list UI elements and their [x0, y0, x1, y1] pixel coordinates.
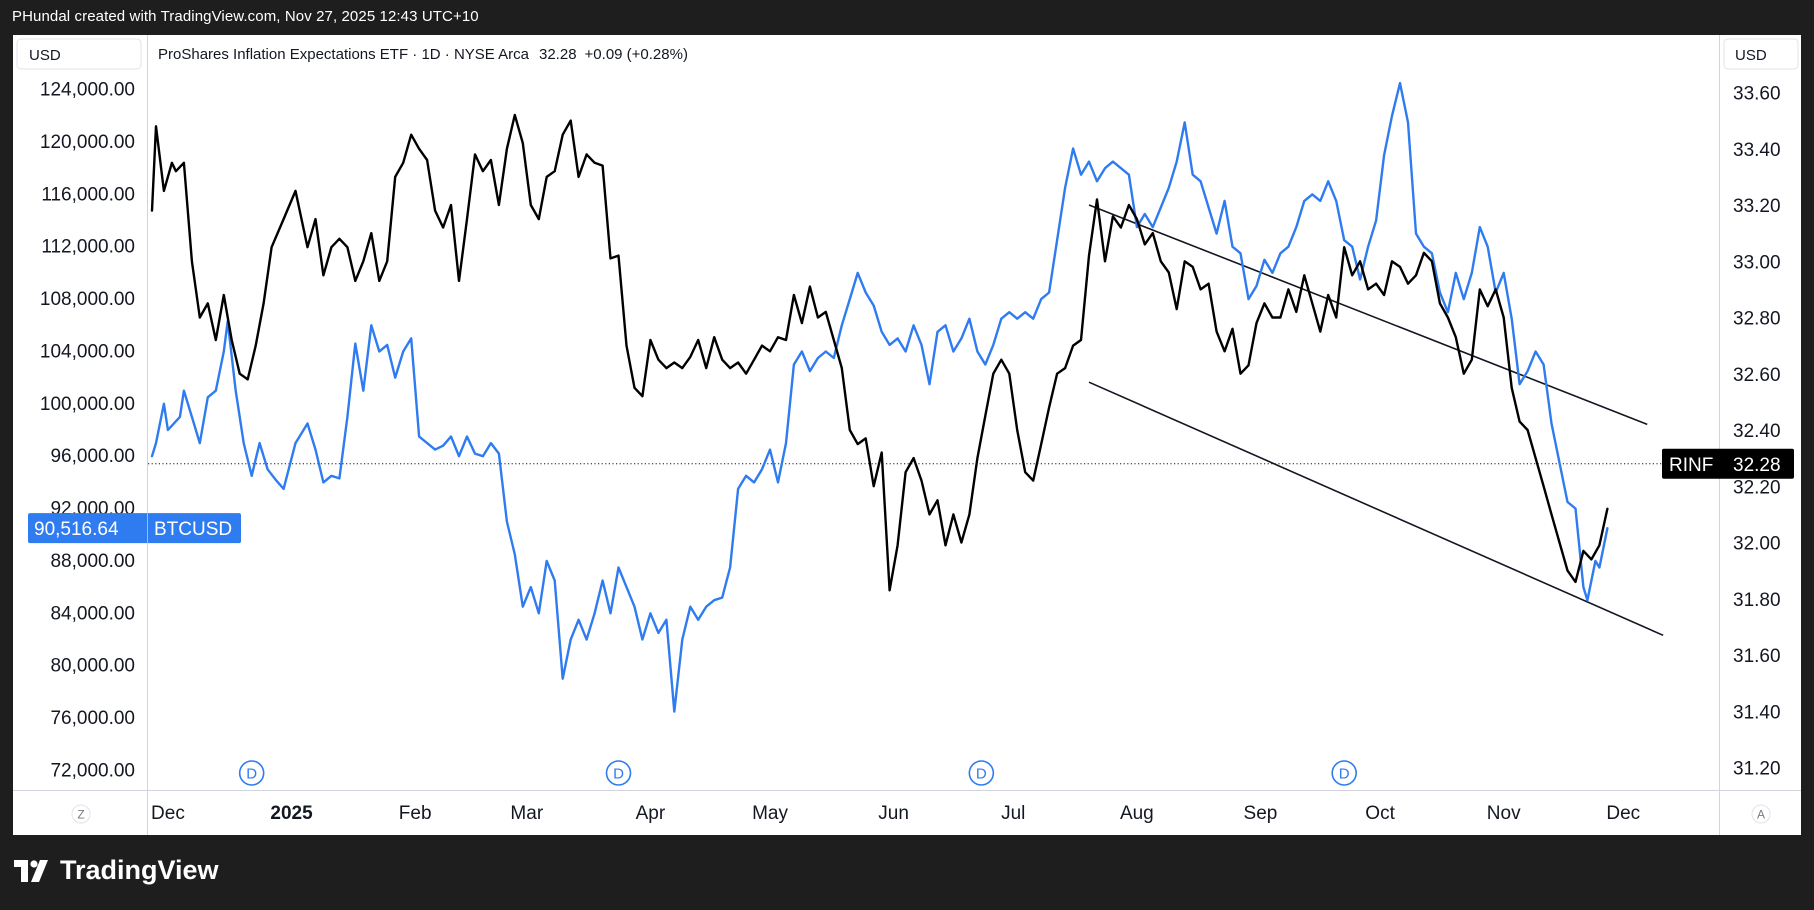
- left-axis-tick: 80,000.00: [50, 656, 135, 677]
- dividend-circle-icon: [605, 760, 632, 786]
- time-axis-tick: Sep: [1244, 803, 1278, 824]
- time-axis-tick: Aug: [1120, 803, 1154, 824]
- auto-scale-button-label: A: [1757, 808, 1765, 822]
- right-axis-tick: 31.40: [1733, 702, 1781, 723]
- btcusd-last-value: 90,516.64: [34, 519, 119, 540]
- plot-hit-area[interactable]: [148, 35, 1719, 790]
- time-axis-tick: Mar: [510, 803, 543, 824]
- tradingview-brand-label: TradingView: [60, 855, 219, 885]
- right-axis-ticks: 31.20 31.40 31.60 31.80 32.00 32.20 32.40 32.60…: [1733, 84, 1781, 780]
- right-axis-tick: 33.60: [1733, 84, 1781, 105]
- left-axis-tick: 112,000.00: [41, 237, 135, 258]
- time-axis-tick: Apr: [636, 803, 666, 824]
- left-axis-tick: 84,000.00: [50, 603, 135, 624]
- auto-scale-button[interactable]: A: [1751, 804, 1771, 824]
- right-axis-tick: 32.80: [1733, 309, 1781, 330]
- left-currency-box[interactable]: USD: [16, 38, 142, 70]
- series-line-btcusd[interactable]: [150, 81, 1609, 713]
- dividend-marker-label: D: [976, 766, 987, 783]
- left-axis-tick: 104,000.00: [40, 341, 135, 362]
- zoom-button-label: Z: [77, 808, 84, 822]
- attribution-text: PHundal created with TradingView.com, No…: [12, 8, 479, 25]
- left-axis-tick: 88,000.00: [50, 551, 135, 572]
- time-axis-tick: Nov: [1487, 803, 1521, 824]
- time-axis-tick: Dec: [151, 803, 185, 824]
- left-axis-tick: 76,000.00: [50, 708, 135, 729]
- zoom-button[interactable]: Z: [71, 804, 91, 824]
- dividend-circle-icon: [238, 760, 265, 786]
- dividend-marker-label: D: [613, 766, 624, 783]
- dividend-marker[interactable]: D: [238, 760, 265, 786]
- left-currency-label: USD: [29, 47, 61, 64]
- left-axis-ticks: 72,000.00 76,000.00 80,000.00 84,000.00 88,0…: [40, 80, 135, 782]
- right-axis-tick: 32.00: [1733, 534, 1781, 555]
- dividend-circle-icon: [1331, 760, 1357, 786]
- right-currency-box[interactable]: USD: [1723, 38, 1799, 70]
- tradingview-logo-icon: [14, 859, 48, 882]
- dividend-marker[interactable]: D: [1331, 760, 1357, 786]
- left-axis-tick: 108,000.00: [40, 289, 135, 310]
- rinf-last-value: 32.28: [1733, 455, 1781, 476]
- left-axis-tick: 124,000.00: [40, 80, 135, 101]
- time-axis-tick: May: [752, 803, 788, 824]
- symbol-title: ProShares Inflation Expectations ETF · 1…: [158, 46, 688, 63]
- channel-trendline-1[interactable]: [1088, 204, 1648, 426]
- dividend-marker-label: D: [246, 766, 257, 783]
- right-axis-tick: 33.40: [1733, 140, 1781, 161]
- time-axis-tick: Feb: [399, 803, 432, 824]
- right-axis-tick: 33.00: [1733, 252, 1781, 273]
- time-axis-ticks: Dec 2025 Feb Mar Apr May Jun Jul Aug Sep Oct Nov Dec: [151, 803, 1640, 824]
- left-axis-tick: 72,000.00: [50, 760, 135, 781]
- channel-trendline-2[interactable]: [1088, 381, 1664, 637]
- plot-area[interactable]: [148, 35, 1719, 790]
- dividend-circle-icon: [968, 760, 995, 786]
- left-axis-tick: 116,000.00: [41, 184, 135, 205]
- right-axis-tick: 31.60: [1733, 646, 1781, 667]
- rinf-series-name: RINF: [1669, 455, 1713, 476]
- right-axis-tick: 31.80: [1733, 590, 1781, 611]
- left-axis-tick: 120,000.00: [40, 132, 135, 153]
- left-axis-tick: 96,000.00: [50, 446, 135, 467]
- right-axis-tick: 32.20: [1733, 477, 1781, 498]
- rinf-price-badge: RINF 32.28: [1662, 448, 1794, 479]
- right-axis-tick: 32.60: [1733, 365, 1781, 386]
- time-axis-tick: Dec: [1606, 803, 1640, 824]
- time-axis-tick: Jun: [878, 803, 909, 824]
- dividend-marker[interactable]: D: [605, 760, 632, 786]
- btcusd-series-name: BTCUSD: [154, 519, 232, 540]
- btcusd-price-badge: 90,516.64 BTCUSD: [28, 513, 241, 544]
- right-currency-label: USD: [1735, 47, 1767, 64]
- right-axis-tick: 33.20: [1733, 196, 1781, 217]
- series-line-rinf[interactable]: [150, 113, 1609, 592]
- left-axis-tick: 100,000.00: [40, 394, 135, 415]
- time-axis-tick: Oct: [1365, 803, 1395, 824]
- tradingview-logo[interactable]: TradingView: [14, 855, 219, 886]
- right-axis-tick: 31.20: [1733, 759, 1781, 780]
- price-badges: 90,516.64 BTCUSD RINF 32.28: [28, 448, 1794, 544]
- time-axis-tick: 2025: [270, 803, 313, 824]
- right-axis-tick: 32.40: [1733, 421, 1781, 442]
- time-axis-tick: Jul: [1001, 803, 1025, 824]
- dividend-marker-label: D: [1339, 766, 1350, 783]
- dividend-marker[interactable]: D: [968, 760, 995, 786]
